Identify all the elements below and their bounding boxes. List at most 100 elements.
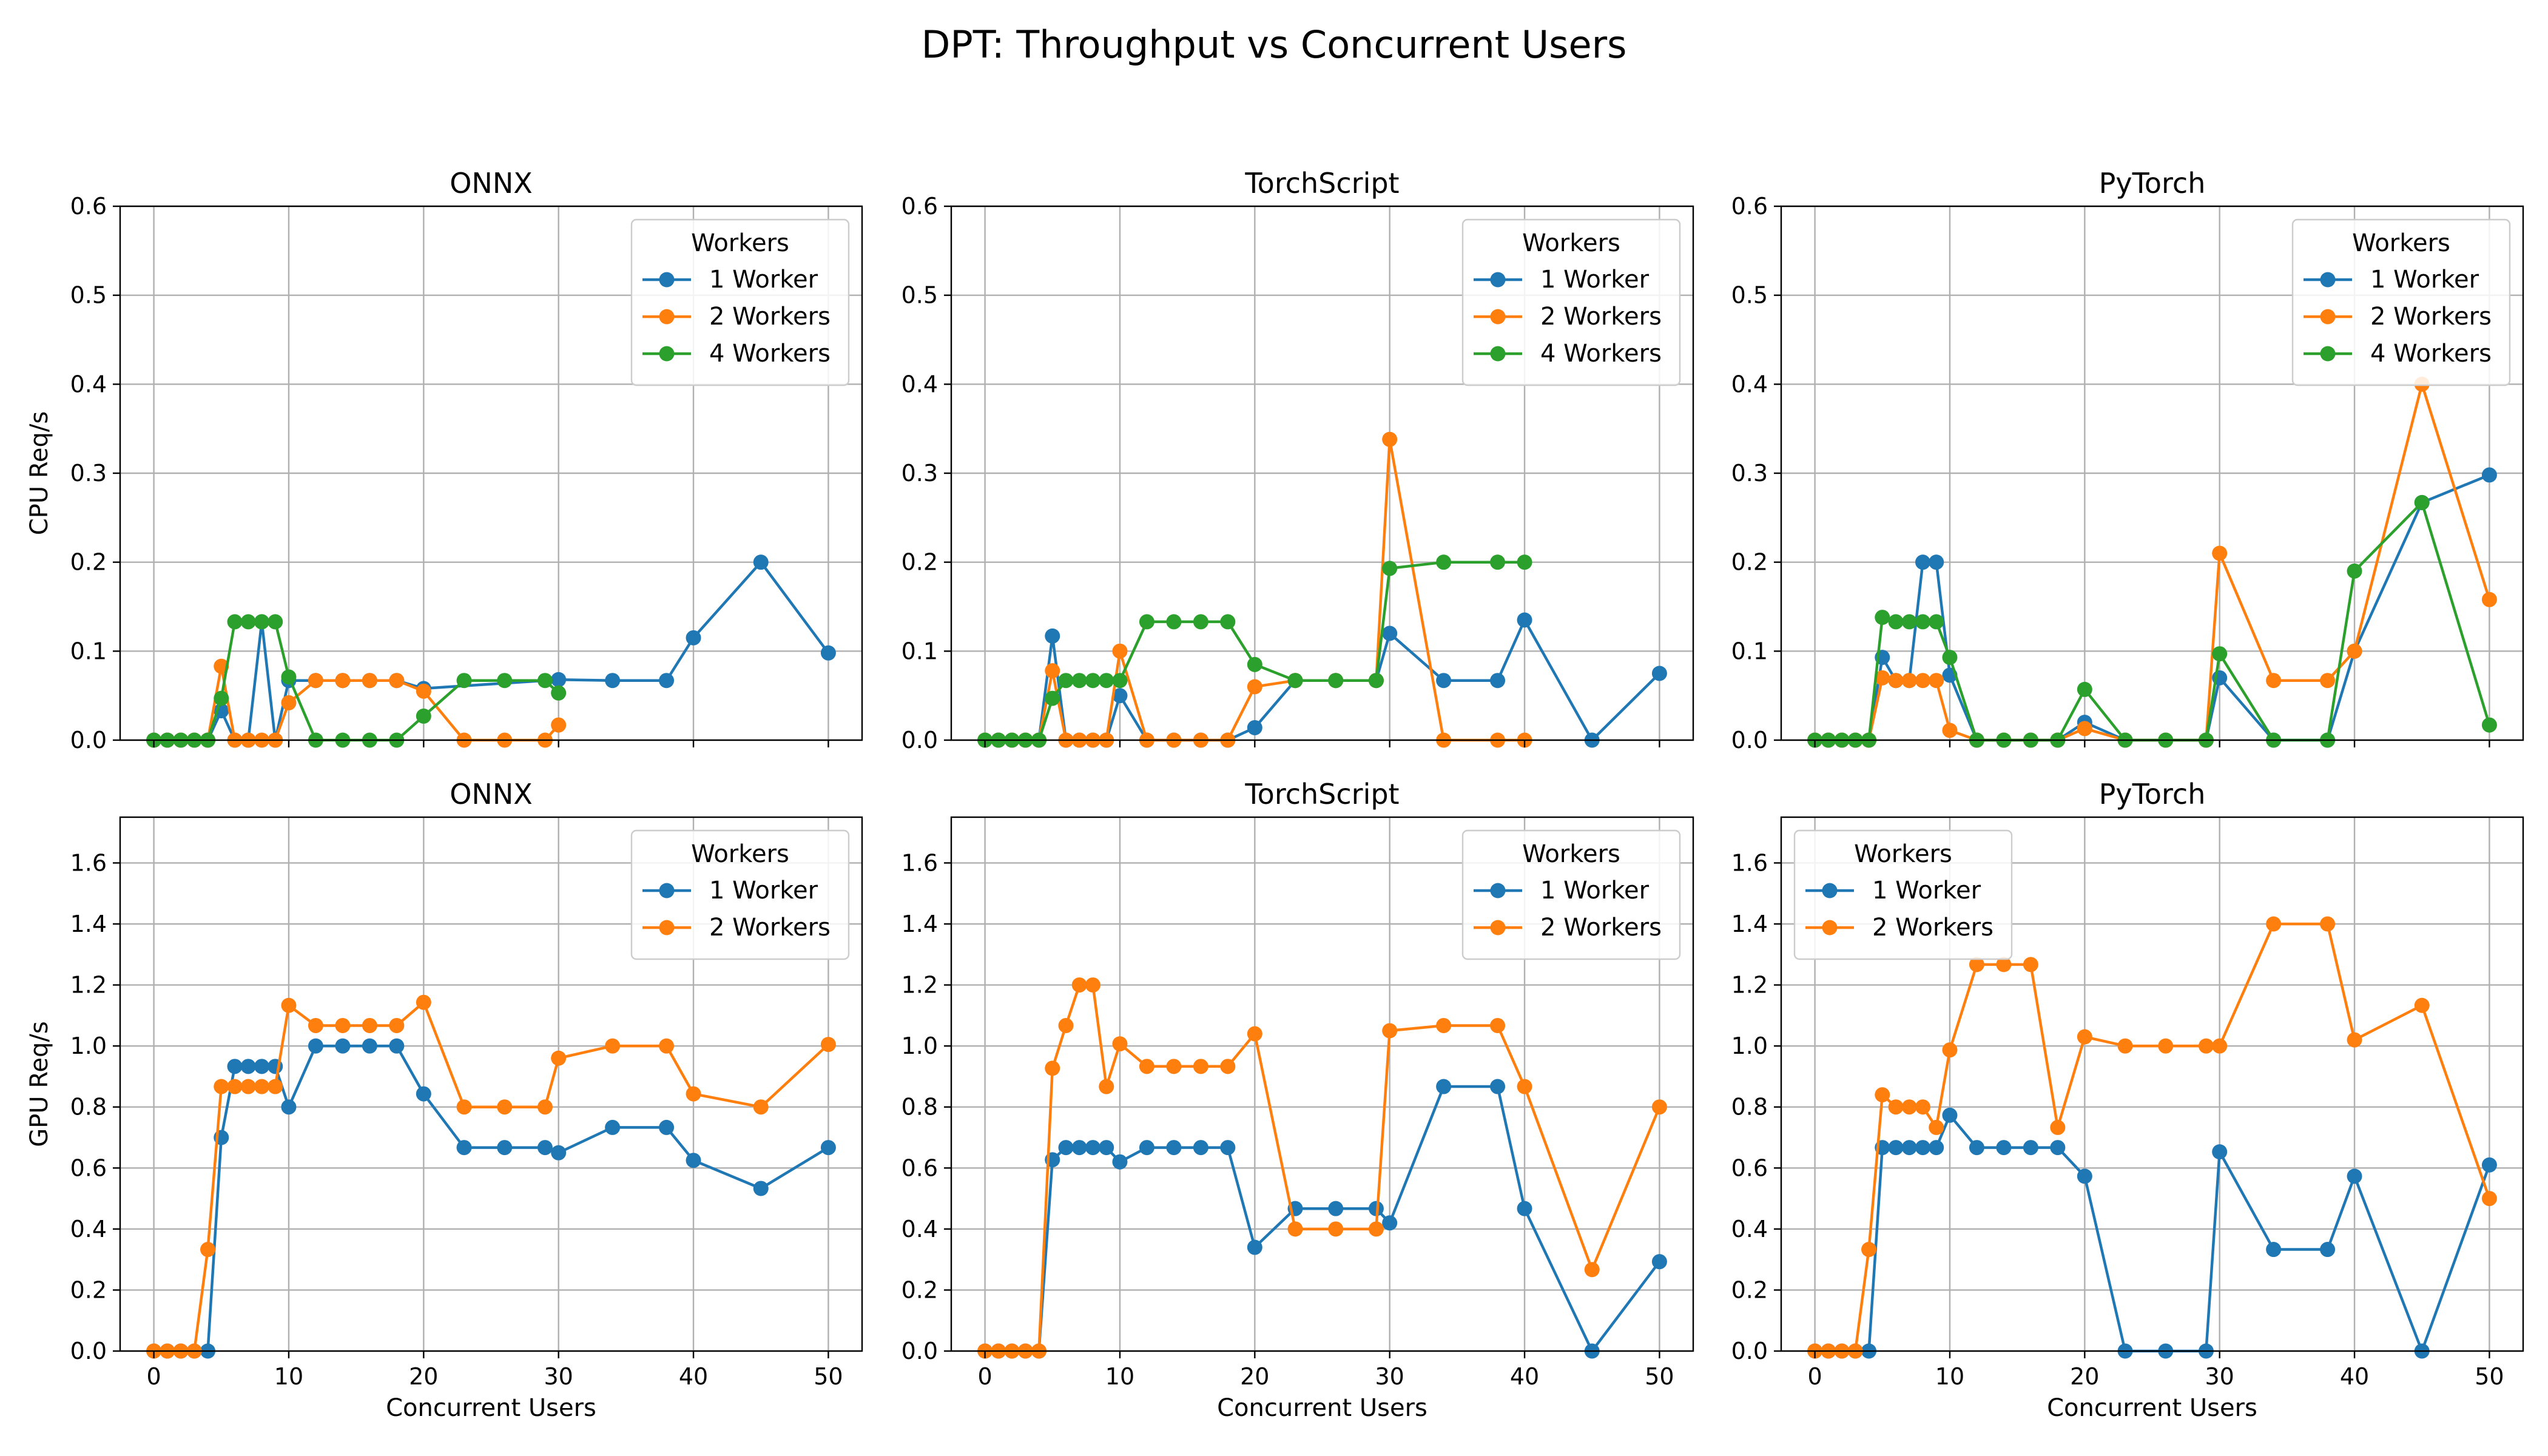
legend-label: 1 Worker xyxy=(709,266,818,294)
subplot-title: PyTorch xyxy=(2099,778,2206,811)
legend-marker xyxy=(1490,272,1506,288)
data-point xyxy=(240,614,256,630)
legend-label: 1 Worker xyxy=(2370,266,2479,294)
legend-label: 1 Worker xyxy=(1540,266,1650,294)
y-tick-label: 0.8 xyxy=(1731,1094,1768,1121)
data-point xyxy=(497,673,513,689)
data-point xyxy=(1929,554,1944,570)
data-point xyxy=(1045,1060,1060,1076)
data-point xyxy=(308,1017,323,1033)
legend-title: Workers xyxy=(1522,840,1620,868)
data-point xyxy=(1058,1140,1074,1156)
data-point xyxy=(1651,1099,1667,1115)
data-point xyxy=(753,554,769,570)
data-point xyxy=(1099,1140,1114,1156)
y-tick-label: 0.2 xyxy=(902,549,938,576)
legend: Workers 1 Worker 2 Workers 4 Workers xyxy=(630,218,850,386)
data-point xyxy=(254,1059,269,1074)
data-point xyxy=(1875,610,1890,625)
data-point xyxy=(268,1079,283,1094)
data-point xyxy=(2266,916,2282,932)
y-tick-label: 1.4 xyxy=(902,911,938,937)
data-point xyxy=(1888,1140,1904,1156)
legend-box xyxy=(630,218,850,386)
data-point xyxy=(659,673,675,689)
y-tick-label: 0.0 xyxy=(70,727,107,753)
data-point xyxy=(2077,681,2092,697)
y-tick-label: 0.6 xyxy=(902,193,938,220)
y-tick-label: 0.3 xyxy=(902,460,938,487)
data-point xyxy=(1901,673,1917,689)
legend-label: 1 Worker xyxy=(709,877,818,905)
data-point xyxy=(1436,554,1452,570)
data-point xyxy=(362,1017,377,1033)
data-point xyxy=(1517,554,1532,570)
data-point xyxy=(1382,561,1398,576)
data-point xyxy=(605,1038,621,1054)
data-point xyxy=(2198,1038,2214,1054)
data-point xyxy=(1112,643,1128,659)
y-tick-label: 0.2 xyxy=(1731,1276,1768,1303)
data-point xyxy=(389,1017,405,1033)
data-point xyxy=(1436,1079,1452,1094)
data-point xyxy=(1058,673,1074,689)
data-point xyxy=(254,614,269,630)
y-tick-label: 0.0 xyxy=(1731,1338,1768,1364)
x-tick-label: 0 xyxy=(1807,1363,1822,1390)
data-point xyxy=(2077,1168,2092,1184)
data-point xyxy=(1490,554,1506,570)
x-axis-label: Concurrent Users xyxy=(1217,1394,1427,1422)
data-point xyxy=(1166,1140,1182,1156)
legend-label: 4 Workers xyxy=(709,340,831,368)
data-point xyxy=(820,1140,836,1156)
data-point xyxy=(1901,614,1917,630)
y-axis-label: CPU Req/s xyxy=(25,411,53,535)
subplot-6: 0 10 20 30 40 50 0.0 0.2 0.4 0.6 0.8 1.0 1.2 1.4 1.6 Py… xyxy=(1731,778,2524,1422)
data-point xyxy=(281,669,297,685)
data-point xyxy=(1368,1221,1384,1237)
data-point xyxy=(416,708,431,724)
subplot-title: TorchScript xyxy=(1244,778,1399,811)
data-point xyxy=(605,673,621,689)
legend-label: 2 Workers xyxy=(709,914,831,942)
data-point xyxy=(240,1059,256,1074)
y-tick-label: 0.3 xyxy=(1731,460,1768,487)
data-point xyxy=(268,614,283,630)
legend-box xyxy=(1461,218,1681,386)
data-point xyxy=(2212,1144,2228,1160)
data-point xyxy=(1287,1221,1303,1237)
x-tick-label: 20 xyxy=(1240,1363,1269,1390)
legend-label: 4 Workers xyxy=(1540,340,1662,368)
data-point xyxy=(2347,643,2362,659)
data-point xyxy=(456,673,472,689)
y-tick-label: 0.4 xyxy=(1731,371,1768,397)
y-tick-label: 0.1 xyxy=(1731,638,1768,664)
data-point xyxy=(1247,1239,1262,1255)
data-point xyxy=(1915,554,1930,570)
y-tick-label: 1.4 xyxy=(70,911,107,937)
data-point xyxy=(281,695,297,710)
data-point xyxy=(2481,592,2497,607)
data-point xyxy=(1328,673,1344,689)
legend-marker xyxy=(2320,346,2336,362)
data-point xyxy=(1139,1059,1154,1074)
y-tick-label: 0.3 xyxy=(70,460,107,487)
data-point xyxy=(2481,717,2497,733)
data-point xyxy=(335,1038,351,1054)
data-point xyxy=(227,1059,243,1074)
data-point xyxy=(1071,673,1087,689)
legend: Workers 1 Worker 2 Workers 4 Workers xyxy=(2291,218,2511,386)
data-point xyxy=(1861,1242,1877,1258)
data-point xyxy=(1436,1017,1452,1033)
data-point xyxy=(1382,1215,1398,1231)
data-point xyxy=(1942,1042,1958,1058)
data-point xyxy=(2158,1038,2174,1054)
data-point xyxy=(2347,1032,2362,1048)
data-point xyxy=(551,717,567,733)
y-tick-label: 0.6 xyxy=(1731,193,1768,220)
data-point xyxy=(2023,1140,2038,1156)
data-point xyxy=(308,673,323,689)
y-tick-label: 1.2 xyxy=(902,972,938,999)
data-point xyxy=(2320,1242,2336,1258)
